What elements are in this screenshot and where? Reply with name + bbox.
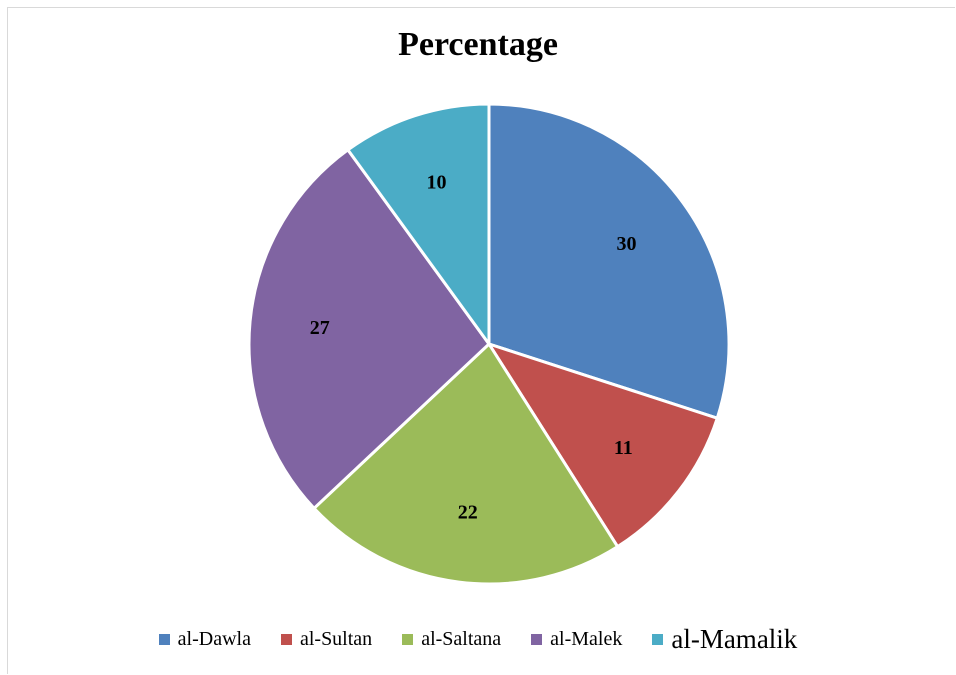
legend-swatch-al-dawla	[158, 634, 170, 645]
data-label-al-sultan: 11	[614, 437, 633, 459]
legend-item-al-saltana: al-Saltana	[402, 628, 501, 651]
legend-swatch-al-malek	[531, 634, 543, 645]
legend-item-al-malek: al-Malek	[531, 628, 622, 651]
pie-slice-al-sultan	[485, 341, 720, 549]
chart-frame	[7, 7, 955, 674]
data-label-al-dawla: 30	[617, 233, 637, 255]
pie-slice-al-saltana	[311, 341, 620, 586]
chart-legend: al-Dawla al-Sultan al-Saltana al-Malek a…	[0, 624, 956, 655]
legend-swatch-al-saltana	[402, 634, 414, 645]
pie-slice-al-malek	[247, 147, 491, 511]
legend-swatch-al-mamalik	[652, 634, 664, 645]
legend-item-al-sultan: al-Sultan	[280, 628, 373, 651]
legend-label-al-mamalik: al-Mamalik	[671, 624, 798, 654]
data-label-al-malek: 27	[310, 317, 330, 339]
data-label-al-mamalik: 10	[426, 171, 446, 193]
legend-label-al-dawla: al-Dawla	[177, 628, 251, 650]
pie-slice-al-dawla	[487, 102, 731, 421]
legend-label-al-saltana: al-Saltana	[421, 628, 502, 650]
legend-item-al-mamalik: al-Mamalik	[652, 624, 797, 655]
chart-title: Percentage	[398, 26, 558, 63]
legend-label-al-sultan: al-Sultan	[299, 628, 373, 650]
legend-item-al-dawla: al-Dawla	[158, 628, 251, 651]
data-label-al-saltana: 22	[458, 502, 478, 524]
legend-label-al-malek: al-Malek	[550, 628, 623, 650]
pie-slice-al-mamalik	[345, 102, 491, 349]
legend-swatch-al-sultan	[280, 634, 292, 645]
